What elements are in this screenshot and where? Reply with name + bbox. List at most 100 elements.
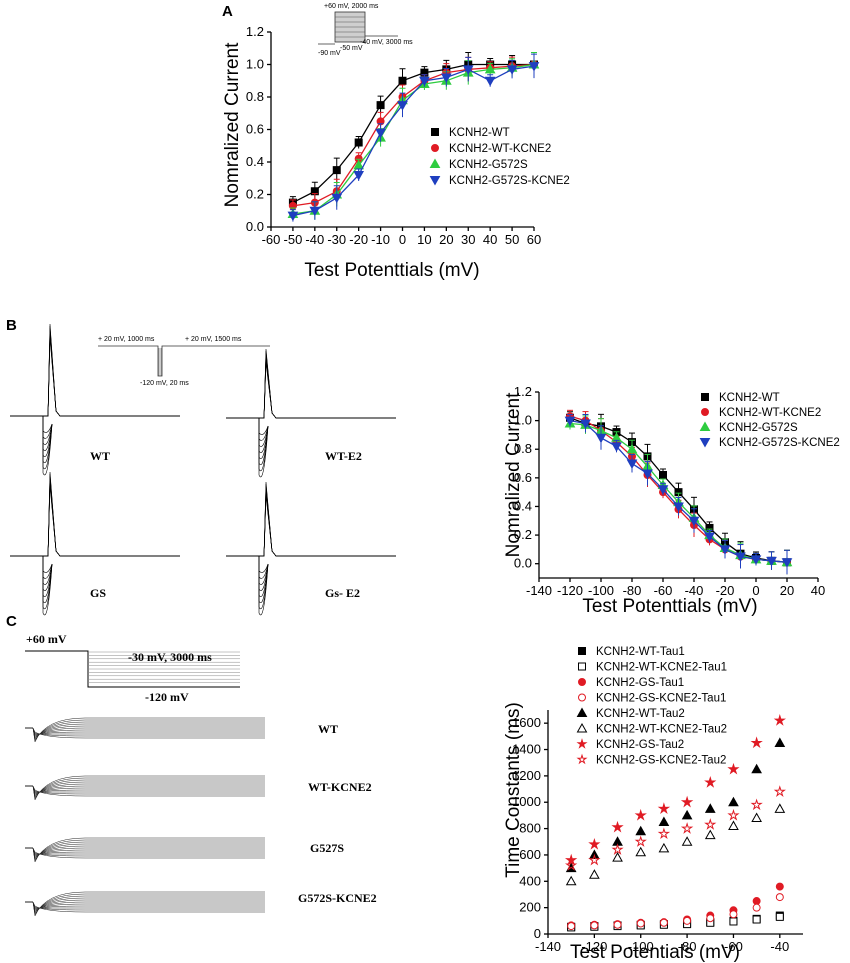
current-trace bbox=[10, 473, 180, 557]
current-trace bbox=[10, 337, 180, 417]
x-tick-label: -100 bbox=[628, 939, 654, 954]
data-point-kcnh2-wt bbox=[659, 470, 667, 479]
deactivation-trace bbox=[25, 897, 265, 914]
y-tick-label: 1400 bbox=[512, 742, 541, 757]
y-tick-label: 600 bbox=[519, 847, 541, 862]
deactivation-trace bbox=[25, 721, 265, 741]
data-point-kcnh2-g572s-kcne2 bbox=[440, 73, 452, 84]
protocol-b-pre: + 20 mV, 1000 ms bbox=[98, 336, 155, 343]
current-trace bbox=[226, 491, 396, 557]
deactivation-trace bbox=[25, 727, 265, 739]
x-tick-label: -40 bbox=[685, 583, 704, 598]
protocol-a-mid: -50 mV bbox=[340, 45, 363, 52]
y-tick-label: 0.0 bbox=[246, 219, 264, 234]
data-point-kcnh2-g572s-kcne2 bbox=[564, 416, 576, 427]
data-point-kcnh2-g572s-kcne2 bbox=[397, 101, 408, 111]
y-tick-label: 0.2 bbox=[246, 187, 264, 202]
data-point-kcnh2-gs-tau1 bbox=[775, 882, 784, 891]
trace-c-label-g527s: G527S bbox=[310, 841, 344, 855]
current-trace bbox=[226, 487, 396, 557]
deactivation-trace bbox=[25, 785, 265, 794]
deactivation-trace bbox=[25, 717, 265, 743]
legend-label-kcnh2-g572s: KCNH2-G572S bbox=[719, 422, 798, 434]
data-point-kcnh2-g572s-kcne2 bbox=[375, 128, 386, 139]
data-point-kcnh2-wt-kcne2-tau1 bbox=[775, 912, 784, 921]
y-tick-label: 0.6 bbox=[514, 470, 532, 485]
data-point-kcnh2-gs-tau1 bbox=[752, 897, 761, 906]
protocol-c-inset: +60 mV -30 mV, 3000 ms -120 mV bbox=[25, 632, 240, 704]
protocol-a-hold: -90 mV bbox=[318, 50, 341, 57]
x-tick-label: -60 bbox=[724, 939, 743, 954]
panel-label-c: C bbox=[6, 613, 17, 630]
current-trace bbox=[226, 362, 396, 419]
x-tick-label: 0 bbox=[399, 232, 406, 247]
deactivation-trace bbox=[25, 837, 265, 863]
data-point-kcnh2-g572s-kcne2 bbox=[704, 532, 715, 543]
deactivation-trace bbox=[25, 847, 265, 857]
legend-label-kcnh2-wt-kcne2-tau1: KCNH2-WT-KCNE2-Tau1 bbox=[596, 662, 727, 674]
time-constants-chart: Test Potentials (mV) Time Constants (ms)… bbox=[503, 646, 803, 963]
x-tick-label: -20 bbox=[716, 583, 735, 598]
legend-marker-kcnh2-g572s bbox=[429, 158, 441, 168]
data-point-kcnh2-wt-kcne2-tau2 bbox=[635, 846, 647, 857]
current-trace bbox=[10, 483, 180, 557]
data-point-kcnh2-wt-kcne2-tau2 bbox=[589, 869, 600, 879]
legend-label-kcnh2-gs-tau1: KCNH2-GS-Tau1 bbox=[596, 677, 684, 689]
data-point-kcnh2-g572s-kcne2 bbox=[611, 442, 622, 452]
x-tick-label: 30 bbox=[461, 232, 475, 247]
data-point-kcnh2-g572s-kcne2 bbox=[673, 502, 684, 512]
data-point-kcnh2-gs-tau2 bbox=[657, 802, 671, 815]
current-trace bbox=[10, 323, 180, 417]
deactivation-trace bbox=[25, 785, 265, 796]
x-tick-label: -30 bbox=[327, 232, 346, 247]
data-point-kcnh2-g572s-kcne2 bbox=[580, 419, 591, 429]
tail-trace bbox=[42, 416, 53, 476]
data-point-kcnh2-wt bbox=[398, 76, 407, 85]
y-tick-label: 200 bbox=[519, 900, 541, 915]
data-point-kcnh2-g572s-kcne2 bbox=[462, 65, 474, 75]
data-point-kcnh2-gs-kcne2-tau1 bbox=[775, 893, 784, 902]
x-tick-label: -120 bbox=[557, 583, 583, 598]
deactivation-trace bbox=[25, 901, 265, 910]
data-point-kcnh2-g572s-kcne2 bbox=[419, 76, 430, 87]
legend-marker-kcnh2-g572s-kcne2 bbox=[429, 176, 441, 186]
deactivation-trace bbox=[25, 725, 265, 739]
x-tick-label: 40 bbox=[483, 232, 497, 247]
data-point-kcnh2-g572s-kcne2 bbox=[506, 65, 518, 75]
deactivation-trace bbox=[25, 847, 265, 856]
x-tick-label: -50 bbox=[284, 232, 303, 247]
legend-label-kcnh2-g572s-kcne2: KCNH2-G572S-KCNE2 bbox=[449, 175, 570, 187]
protocol-a-tail: -40 mV, 3000 ms bbox=[360, 39, 413, 46]
x-tick-label: -40 bbox=[770, 939, 789, 954]
chart-c-ylabel: Time Constants (ms) bbox=[503, 702, 524, 878]
data-point-kcnh2-g572s-kcne2 bbox=[766, 556, 777, 567]
deactivation-trace bbox=[25, 723, 265, 740]
data-point-kcnh2-g572s-kcne2 bbox=[642, 469, 653, 480]
y-tick-label: 1.2 bbox=[246, 24, 264, 39]
current-trace bbox=[226, 489, 396, 557]
trace-c-label-wt-kcne2: WT-KCNE2 bbox=[308, 780, 372, 794]
y-tick-label: 800 bbox=[519, 821, 541, 836]
current-trace bbox=[10, 479, 180, 557]
y-tick-label: 0.0 bbox=[514, 556, 532, 571]
x-tick-label: -140 bbox=[526, 583, 552, 598]
x-tick-label: 10 bbox=[417, 232, 431, 247]
deactivation-trace bbox=[25, 719, 265, 742]
legend-marker-kcnh2-gs-tau2 bbox=[576, 738, 588, 749]
data-point-kcnh2-wt-tau2 bbox=[728, 796, 739, 807]
inactivation-chart: Test Potenttials (mV) Nomralized Current… bbox=[503, 384, 840, 617]
y-tick-label: 1.2 bbox=[514, 384, 532, 399]
deactivation-trace bbox=[25, 847, 265, 859]
y-tick-label: 0.8 bbox=[246, 89, 264, 104]
deactivation-trace bbox=[25, 845, 265, 859]
y-tick-label: 0.2 bbox=[514, 527, 532, 542]
chart-b-xlabel: Test Potenttials (mV) bbox=[582, 596, 757, 617]
chart-a-xlabel: Test Potenttials (mV) bbox=[304, 260, 479, 281]
x-tick-label: -60 bbox=[262, 232, 281, 247]
data-point-kcnh2-gs-kcne2-tau2 bbox=[634, 835, 647, 847]
data-point-kcnh2-gs-kcne2-tau2 bbox=[680, 822, 694, 834]
legend-label-kcnh2-g572s-kcne2: KCNH2-G572S-KCNE2 bbox=[719, 437, 840, 449]
data-point-kcnh2-gs-kcne2-tau2 bbox=[564, 859, 578, 871]
data-point-kcnh2-g572s-kcne2 bbox=[353, 171, 365, 181]
